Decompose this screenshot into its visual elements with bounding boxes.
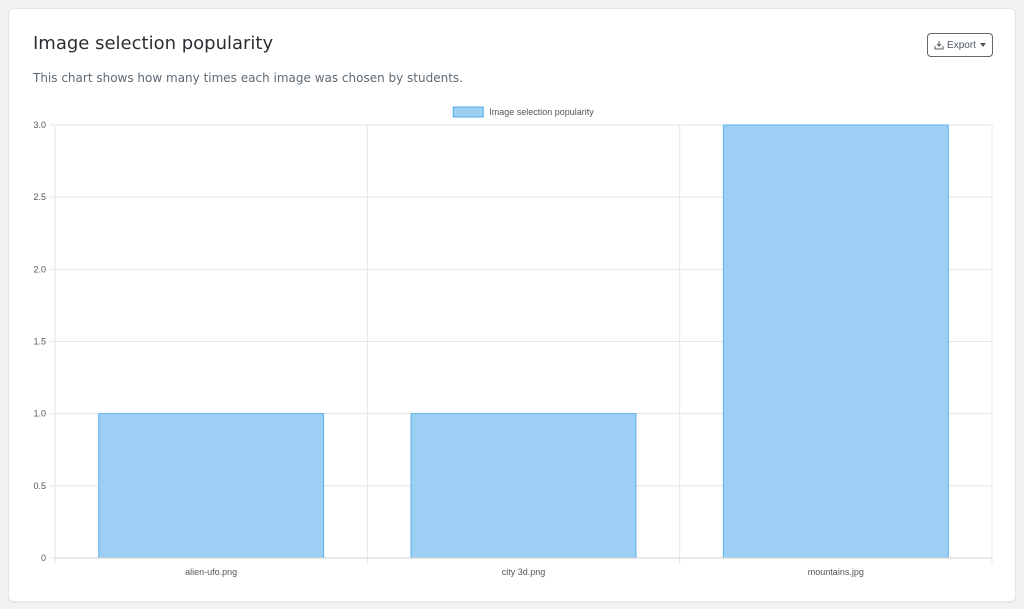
download-icon [934,40,944,50]
y-tick-label: 1.5 [33,337,46,347]
bar-layer [98,124,949,559]
legend-swatch[interactable] [452,106,484,118]
axis-layer: 0 0.5 1.0 1.5 2.0 2.5 3.0 alien-ufo.png city 3d.… [33,120,992,577]
y-tick-label: 2.0 [33,264,46,274]
chevron-down-icon [979,43,986,47]
card-subtitle: This chart shows how many times each ima… [33,71,463,85]
y-tick-label: 3.0 [33,120,46,130]
bar[interactable] [98,413,325,559]
bar[interactable] [722,124,949,559]
x-tick-label: city 3d.png [502,567,546,577]
legend-label: Image selection popularity [489,107,594,117]
y-tick-label: 0 [41,553,46,563]
y-tick-label: 0.5 [33,481,46,491]
bar[interactable] [410,413,637,559]
y-tick-label: 1.0 [33,409,46,419]
x-tick-label: mountains.jpg [808,567,864,577]
card-title: Image selection popularity [33,33,274,54]
export-button[interactable]: Export [927,33,993,57]
x-tick-label: alien-ufo.png [185,567,237,577]
chart-legend: Image selection popularity [452,106,594,118]
y-tick-label: 2.5 [33,192,46,202]
export-label: Export [947,39,976,51]
